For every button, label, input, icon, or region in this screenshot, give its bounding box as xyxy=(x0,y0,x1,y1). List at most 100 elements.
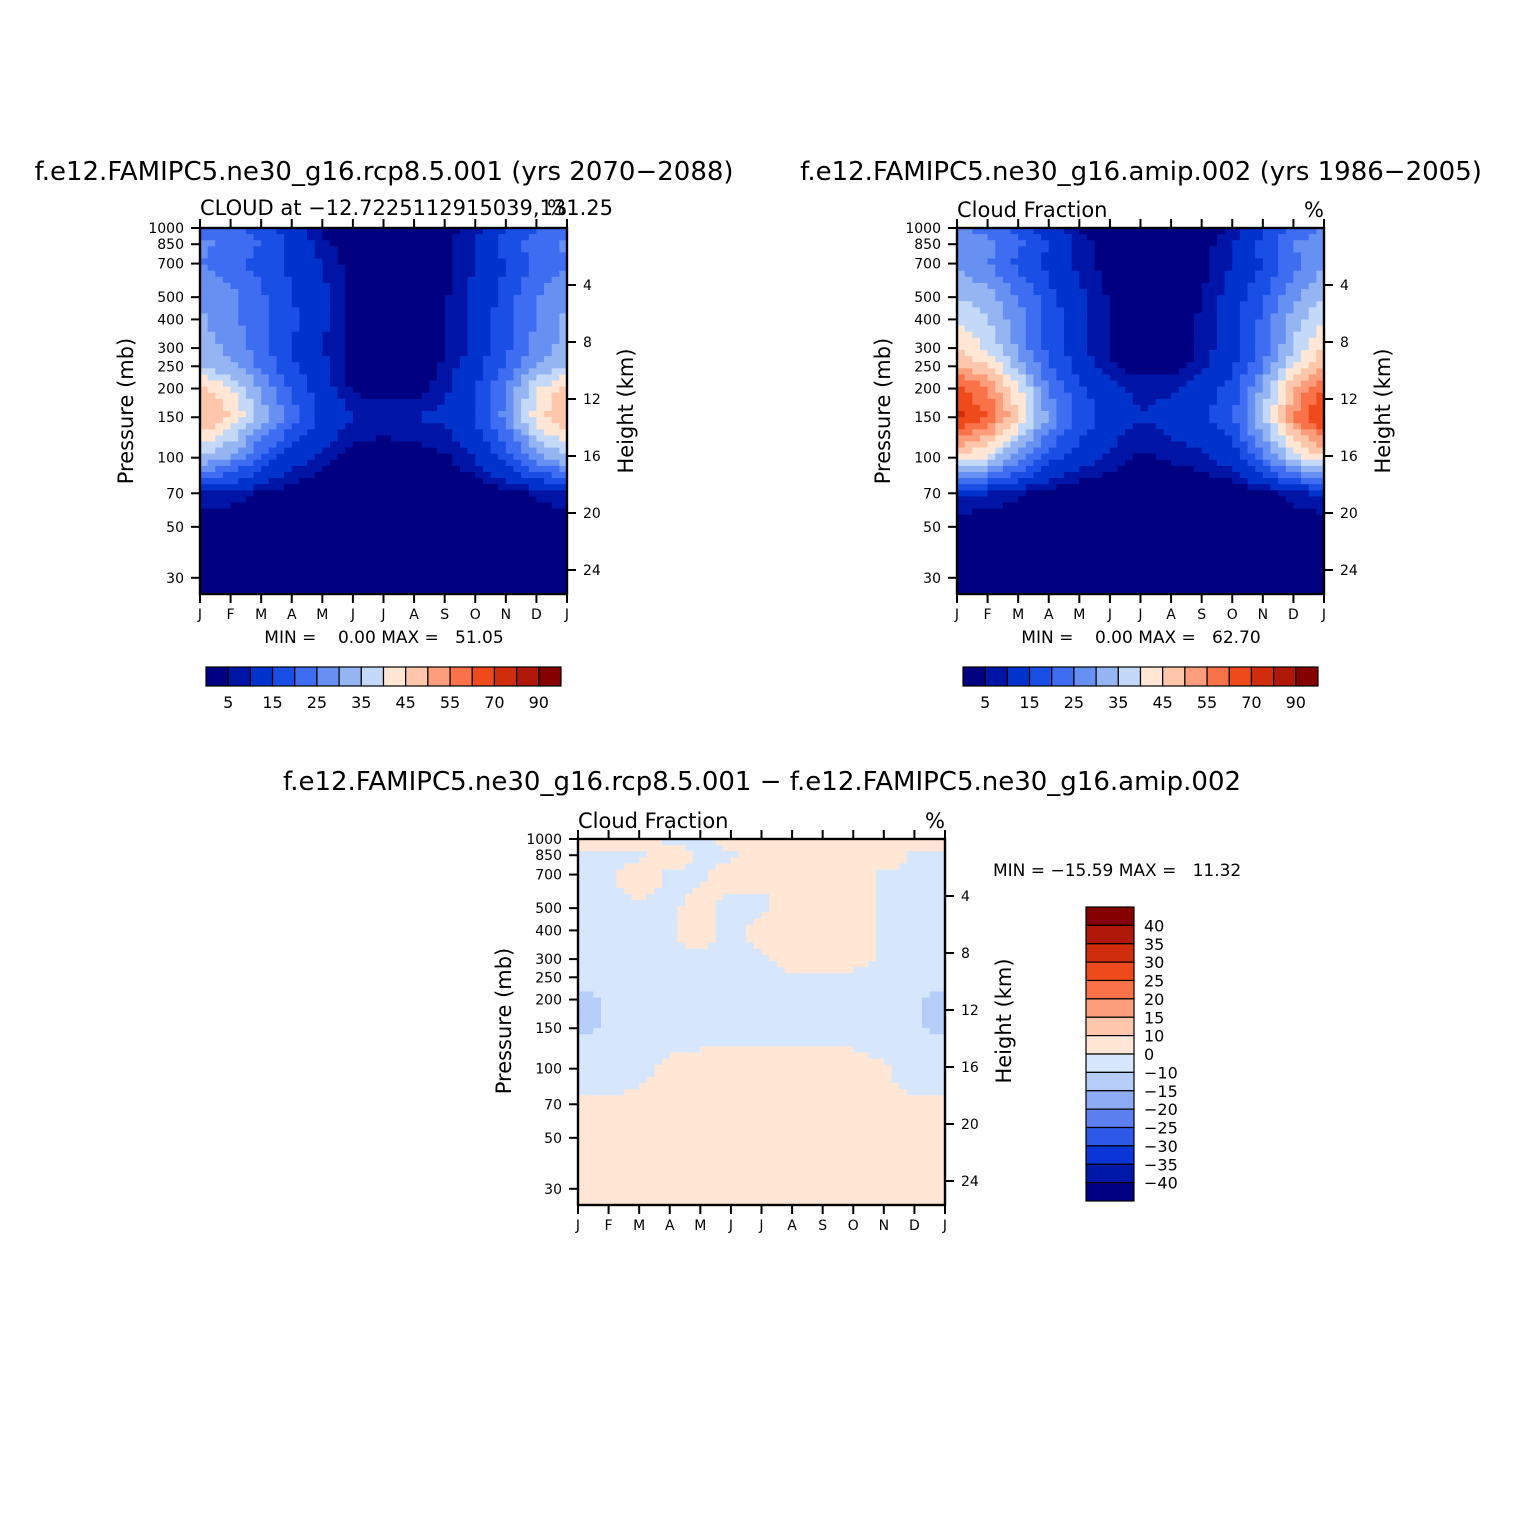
contour-cell xyxy=(368,258,377,266)
contour-cell xyxy=(314,490,323,497)
contour-cell xyxy=(391,380,400,388)
contour-cell xyxy=(1278,465,1287,473)
contour-cell xyxy=(1262,319,1272,327)
contour-cell xyxy=(972,282,981,290)
contour-cell xyxy=(1270,404,1279,412)
contour-cell xyxy=(444,319,453,327)
contour-cell xyxy=(498,423,507,430)
contour-cell xyxy=(1293,289,1302,296)
contour-cell xyxy=(360,465,369,473)
contour-cell xyxy=(1316,435,1324,443)
contour-cell xyxy=(1232,234,1241,241)
contour-cell xyxy=(1285,228,1295,235)
contour-cell xyxy=(1148,289,1157,296)
contour-cell xyxy=(1232,356,1241,363)
contour-cell xyxy=(1109,295,1119,302)
contour-cell xyxy=(1094,319,1103,327)
contour-cell xyxy=(1125,325,1134,333)
contour-cell xyxy=(1262,423,1272,430)
contour-cell xyxy=(1132,252,1142,260)
contour-cell xyxy=(207,404,216,412)
contour-cell xyxy=(1285,289,1295,296)
contour-cell xyxy=(1186,392,1195,400)
contour-cell xyxy=(452,478,461,485)
contour-cell xyxy=(1025,234,1035,241)
contour-cell xyxy=(544,490,553,497)
contour-cell xyxy=(314,533,323,540)
contour-cell xyxy=(459,581,469,589)
contour-cell xyxy=(337,252,346,260)
contour-cell xyxy=(375,478,385,485)
contour-cell xyxy=(1163,319,1172,327)
contour-cell xyxy=(276,246,285,253)
contour-cell xyxy=(513,380,522,388)
contour-cell xyxy=(337,587,346,594)
contour-cell xyxy=(444,465,453,473)
contour-cell xyxy=(559,575,567,583)
contour-cell xyxy=(222,331,232,339)
contour-cell xyxy=(498,526,507,534)
contour-cell xyxy=(1224,325,1233,333)
contour-cell xyxy=(1071,356,1080,363)
contour-cell xyxy=(329,539,339,546)
contour-cell xyxy=(995,350,1004,357)
contour-cell xyxy=(1086,404,1096,412)
contour-cell xyxy=(360,502,369,510)
contour-cell xyxy=(467,264,476,272)
contour-cell xyxy=(307,526,316,534)
contour-cell xyxy=(329,362,339,369)
contour-cell xyxy=(979,350,989,357)
contour-cell xyxy=(452,264,461,272)
contour-cell xyxy=(1064,429,1073,436)
contour-cell xyxy=(1079,417,1088,424)
contour-cell xyxy=(261,350,270,357)
contour-cell xyxy=(1232,295,1241,302)
contour-cell xyxy=(268,264,278,272)
contour-cell xyxy=(368,307,377,314)
contour-cell xyxy=(207,350,216,357)
contour-cell xyxy=(429,502,438,510)
contour-cell xyxy=(268,575,278,583)
contour-cell xyxy=(1117,307,1126,314)
contour-cell xyxy=(322,545,331,552)
contour-cell xyxy=(1224,240,1233,247)
contour-cell xyxy=(1048,258,1057,266)
contour-cell xyxy=(1163,258,1172,266)
contour-cell xyxy=(1194,228,1203,235)
contour-cell xyxy=(521,533,530,540)
contour-cell xyxy=(513,307,522,314)
contour-cell xyxy=(261,386,270,394)
contour-cell xyxy=(360,319,369,327)
contour-cell xyxy=(1171,258,1180,266)
contour-cell xyxy=(222,441,232,449)
contour-cell xyxy=(505,465,515,473)
contour-cell xyxy=(559,270,567,278)
contour-cell xyxy=(459,411,469,418)
contour-cell xyxy=(398,514,408,522)
contour-cell xyxy=(1262,331,1272,339)
contour-cell xyxy=(1140,374,1149,382)
contour-cell xyxy=(536,545,545,552)
contour-cell xyxy=(391,520,400,528)
contour-cell xyxy=(1094,337,1103,345)
contour-cell xyxy=(284,343,293,351)
contour-cell xyxy=(1094,386,1103,394)
contour-cell xyxy=(987,380,996,388)
contour-cell xyxy=(995,453,1004,461)
contour-cell xyxy=(429,484,438,491)
contour-cell xyxy=(1018,282,1027,290)
contour-cell xyxy=(551,563,560,571)
contour-cell xyxy=(452,514,461,522)
contour-cell xyxy=(253,362,262,369)
contour-cell xyxy=(957,319,966,327)
contour-cell xyxy=(1178,380,1187,388)
contour-cell xyxy=(284,514,293,522)
contour-cell xyxy=(437,447,446,455)
contour-cell xyxy=(1064,228,1073,235)
contour-cell xyxy=(299,484,308,491)
contour-cell xyxy=(1194,368,1203,375)
contour-cell xyxy=(528,252,538,260)
contour-cell xyxy=(215,465,224,473)
contour-cell xyxy=(498,569,507,577)
contour-cell xyxy=(291,508,300,516)
